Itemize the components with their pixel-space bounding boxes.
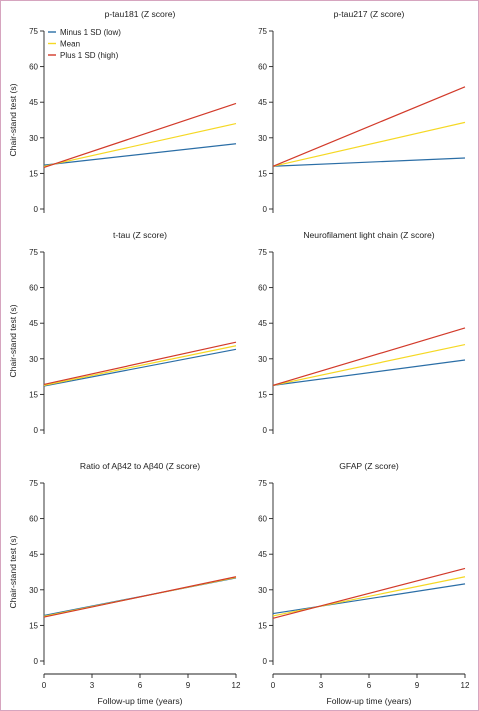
legend-entry: Minus 1 SD (low) (60, 28, 121, 37)
y-tick-label: 75 (258, 248, 267, 257)
x-tick-label: 9 (415, 681, 420, 690)
x-tick-label: 3 (319, 681, 324, 690)
series-line-mean (272, 121, 466, 167)
x-tick-label: 12 (232, 681, 241, 690)
y-tick-label: 0 (263, 426, 268, 435)
series-line-plus (272, 327, 466, 386)
series-line-minus (43, 348, 237, 387)
y-tick-label: 45 (258, 319, 267, 328)
y-tick-label: 60 (29, 515, 38, 524)
legend-entry: Plus 1 SD (high) (60, 51, 119, 60)
y-tick-label: 0 (34, 657, 39, 666)
series-line-plus (272, 567, 466, 619)
y-tick-label: 60 (29, 284, 38, 293)
panel-title: p-tau181 (Z score) (105, 9, 176, 19)
x-tick-label: 9 (186, 681, 191, 690)
y-tick-label: 60 (258, 284, 267, 293)
y-tick-label: 30 (258, 355, 267, 364)
series-line-plus (272, 86, 466, 167)
series-line-mean (272, 576, 466, 617)
y-axis-label: Chair-stand test (s) (8, 83, 18, 156)
y-tick-label: 45 (29, 319, 38, 328)
y-tick-label: 60 (29, 63, 38, 72)
y-tick-label: 60 (258, 515, 267, 524)
panel-title: GFAP (Z score) (339, 461, 399, 471)
x-tick-label: 3 (90, 681, 95, 690)
panel-title: t-tau (Z score) (113, 230, 167, 240)
series-line-minus (272, 157, 466, 167)
y-tick-label: 75 (258, 27, 267, 36)
x-tick-label: 12 (461, 681, 470, 690)
x-tick-label: 6 (138, 681, 143, 690)
y-tick-label: 15 (29, 169, 38, 178)
series-line-mean (43, 345, 237, 386)
y-tick-label: 15 (258, 169, 267, 178)
y-axis-label: Chair-stand test (s) (8, 535, 18, 608)
y-tick-label: 30 (258, 134, 267, 143)
x-tick-label: 6 (367, 681, 372, 690)
y-tick-label: 45 (258, 98, 267, 107)
y-tick-label: 15 (29, 390, 38, 399)
series-line-plus (43, 576, 237, 618)
y-tick-label: 45 (29, 550, 38, 559)
series-line-plus (43, 102, 237, 169)
y-tick-label: 30 (29, 355, 38, 364)
y-tick-label: 75 (258, 479, 267, 488)
panel-title: Ratio of Aβ42 to Aβ40 (Z score) (80, 461, 200, 471)
series-line-plus (43, 341, 237, 386)
panel-title: p-tau217 (Z score) (334, 9, 405, 19)
x-axis-label: Follow-up time (years) (326, 696, 411, 706)
y-tick-label: 0 (263, 205, 268, 214)
y-tick-label: 15 (29, 621, 38, 630)
y-tick-label: 15 (258, 390, 267, 399)
y-tick-label: 75 (29, 479, 38, 488)
x-tick-label: 0 (271, 681, 276, 690)
y-tick-label: 75 (29, 248, 38, 257)
y-tick-label: 0 (34, 426, 39, 435)
y-tick-label: 30 (29, 586, 38, 595)
y-tick-label: 30 (258, 586, 267, 595)
series-line-minus (43, 143, 237, 166)
series-line-mean (272, 343, 466, 386)
y-tick-label: 0 (34, 205, 39, 214)
y-tick-label: 0 (263, 657, 268, 666)
panel-title: Neurofilament light chain (Z score) (303, 230, 434, 240)
series-line-mean (43, 122, 237, 167)
y-tick-label: 75 (29, 27, 38, 36)
y-tick-label: 60 (258, 63, 267, 72)
legend-entry: Mean (60, 40, 80, 49)
y-tick-label: 45 (29, 98, 38, 107)
series-line-minus (272, 583, 466, 615)
y-axis-label: Chair-stand test (s) (8, 304, 18, 377)
y-tick-label: 45 (258, 550, 267, 559)
x-tick-label: 0 (42, 681, 47, 690)
x-axis-label: Follow-up time (years) (97, 696, 182, 706)
series-line-minus (272, 359, 466, 386)
y-tick-label: 30 (29, 134, 38, 143)
y-tick-label: 15 (258, 621, 267, 630)
